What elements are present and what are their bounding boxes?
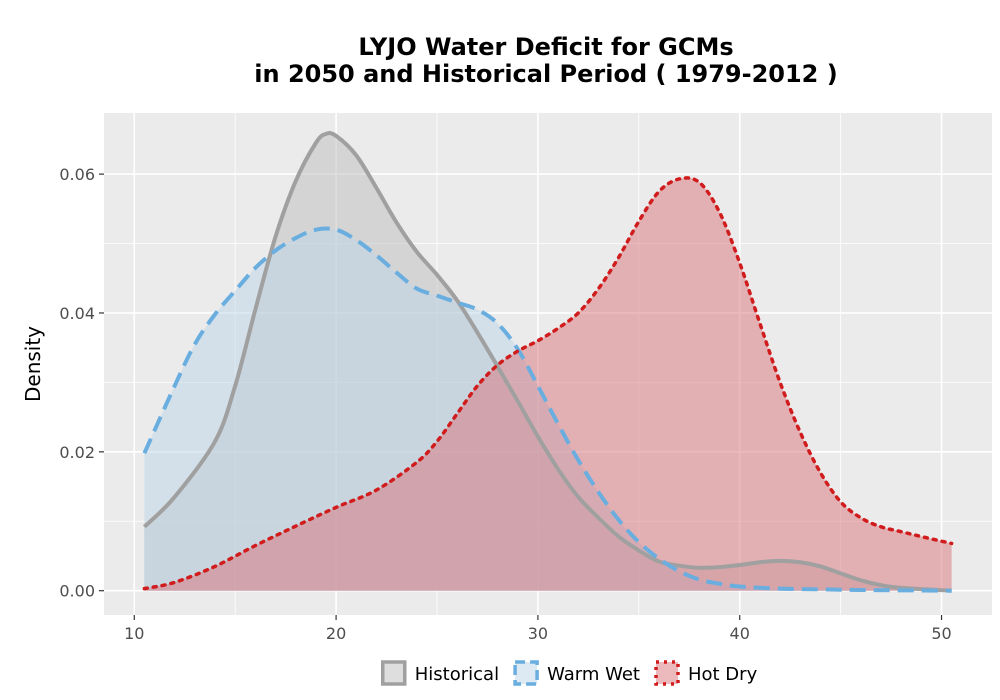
x-tick-label: 40 (730, 624, 750, 643)
x-tick-label: 30 (528, 624, 548, 643)
density-areas (144, 133, 952, 591)
legend-label: Historical (415, 664, 499, 685)
legend-label: Warm Wet (547, 664, 640, 685)
area-hot-dry (144, 177, 952, 591)
chart-title-line-2: in 2050 and Historical Period ( 1979-201… (254, 60, 837, 88)
x-axis: 10 20 30 40 50 (124, 615, 952, 643)
legend-key-historical (381, 660, 407, 686)
x-tick-label: 50 (931, 624, 951, 643)
x-tick-label: 10 (124, 624, 144, 643)
chart-title-line-1: LYJO Water Deficit for GCMs (358, 33, 733, 61)
line-hot-dry (142, 176, 954, 591)
y-tick-label: 0.02 (59, 443, 95, 462)
legend-item-hot-dry: Hot Dry (654, 660, 758, 686)
y-axis: 0.00 0.02 0.04 0.06 (59, 165, 104, 601)
line-warm-wet (142, 226, 952, 593)
plot-area (104, 113, 992, 615)
legend-key-warm-wet (513, 660, 539, 686)
y-axis-title: Density (21, 326, 45, 402)
line-historical (142, 131, 952, 593)
legend: Historical Warm Wet Hot Dry (381, 660, 758, 686)
legend-key-hot-dry (654, 660, 680, 686)
legend-item-warm-wet: Warm Wet (513, 660, 640, 686)
density-lines (142, 131, 954, 593)
y-tick-label: 0.00 (59, 582, 95, 601)
y-tick-label: 0.04 (59, 304, 95, 323)
legend-item-historical: Historical (381, 660, 499, 686)
x-tick-label: 20 (326, 624, 346, 643)
legend-label: Hot Dry (688, 664, 758, 685)
y-tick-label: 0.06 (59, 165, 95, 184)
